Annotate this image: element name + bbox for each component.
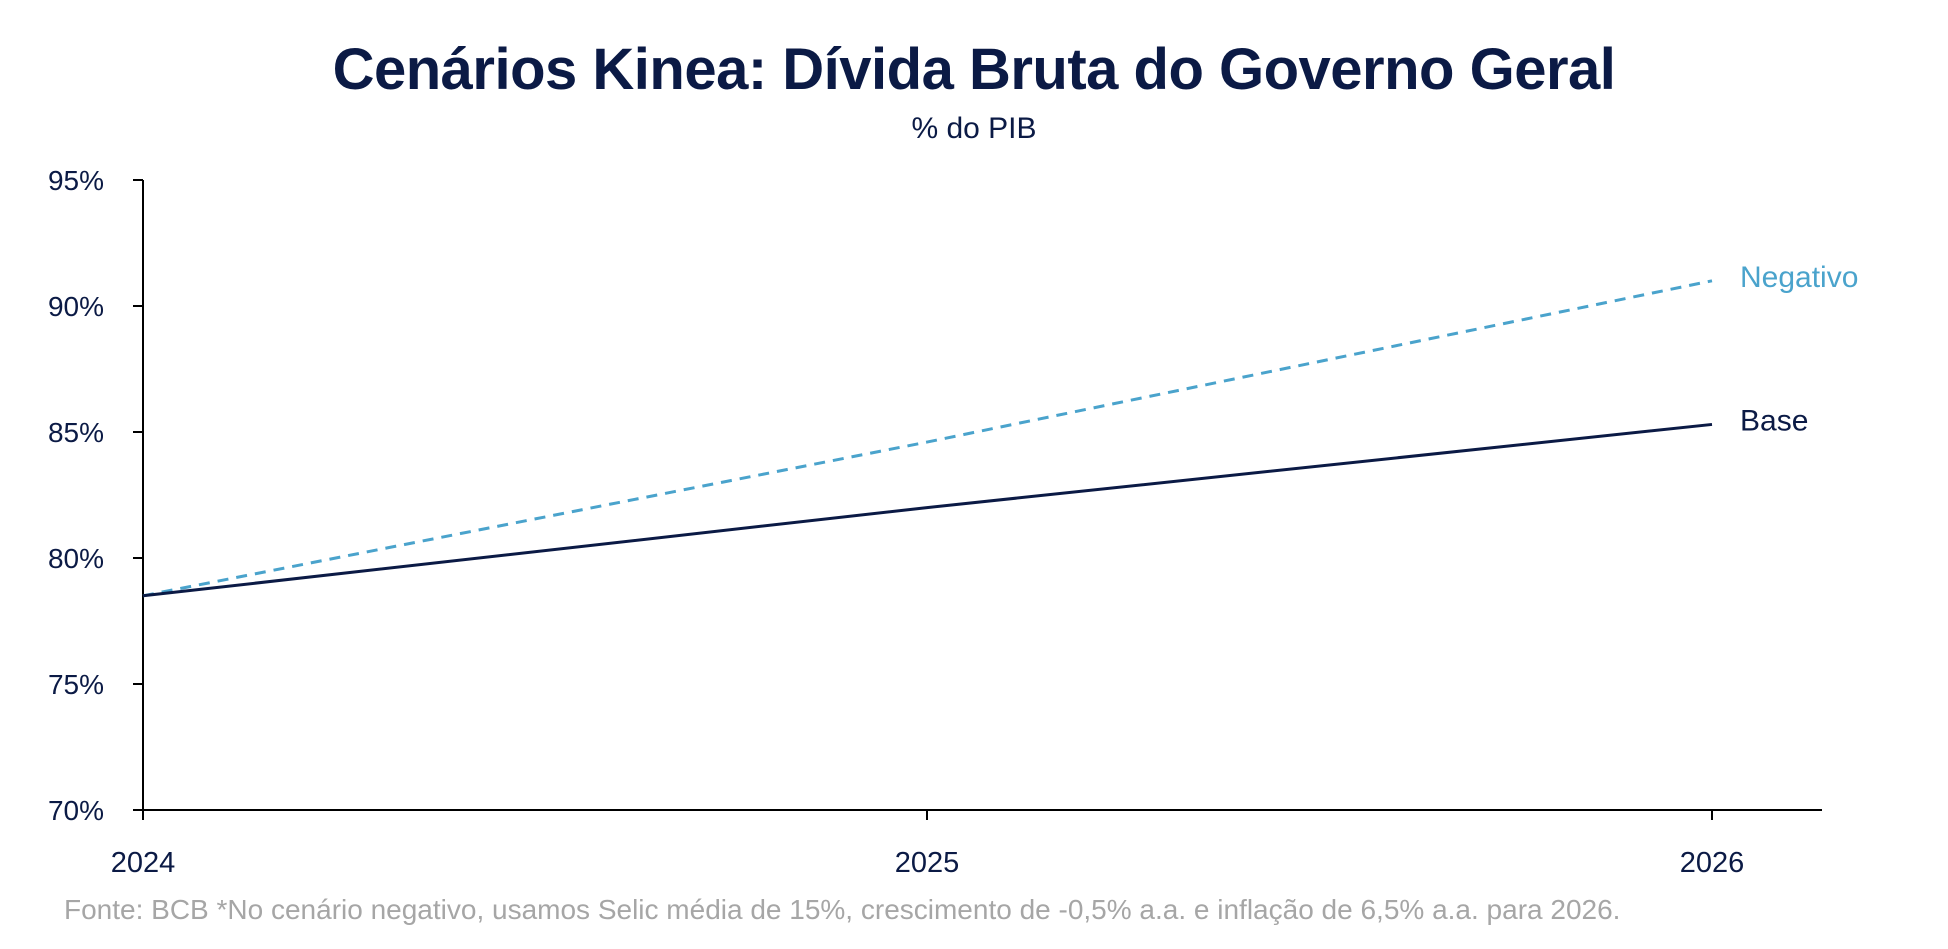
- y-tick-label: 75%: [48, 669, 104, 700]
- series-label-negativo: Negativo: [1740, 261, 1858, 294]
- chart-subtitle: % do PIB: [911, 112, 1037, 145]
- x-tick-label: 2026: [1680, 847, 1745, 879]
- series-label-base: Base: [1740, 404, 1808, 437]
- y-tick-label: 90%: [48, 291, 104, 322]
- y-tick-label: 95%: [48, 165, 104, 196]
- chart-title: Cenários Kinea: Dívida Bruta do Governo …: [332, 37, 1616, 102]
- y-tick-label: 85%: [48, 417, 104, 448]
- source-note: Fonte: BCB *No cenário negativo, usamos …: [64, 894, 1621, 925]
- y-tick-label: 70%: [48, 795, 104, 826]
- y-tick-label: 80%: [48, 543, 104, 574]
- series-line-negativo: [142, 279, 1713, 598]
- x-tick-label: 2024: [111, 847, 176, 879]
- x-tick-label: 2025: [895, 847, 960, 879]
- series-line-base: [142, 422, 1713, 598]
